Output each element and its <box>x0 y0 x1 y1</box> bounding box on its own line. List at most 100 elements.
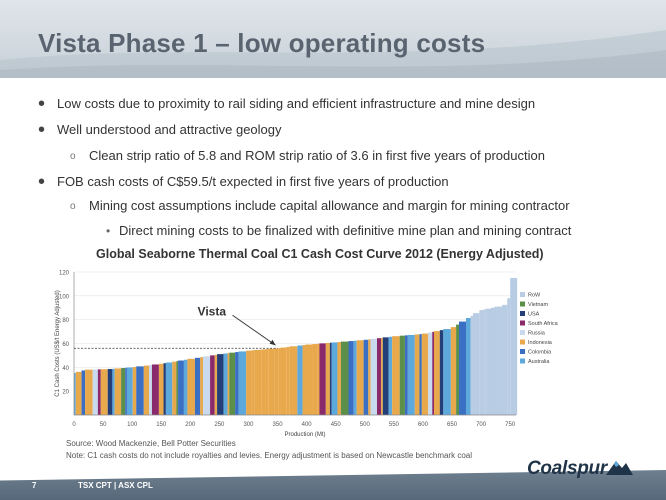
x-tick-label: 50 <box>100 422 107 428</box>
x-tick-label: 200 <box>185 422 196 428</box>
cost-bar <box>325 342 330 415</box>
cost-bar <box>280 347 287 415</box>
ticker-label: TSX CPT | ASX CPL <box>78 481 153 490</box>
x-tick-label: 500 <box>360 422 371 428</box>
cost-bar <box>368 339 371 415</box>
cost-bar <box>210 355 215 415</box>
mountain-logo-icon <box>606 461 633 475</box>
cost-bar <box>85 369 93 415</box>
cost-bar <box>404 335 408 415</box>
x-tick-label: 450 <box>331 422 342 428</box>
cost-bar <box>494 306 503 415</box>
bullet-dot: • <box>38 119 46 141</box>
cost-bar <box>433 331 440 415</box>
bullet-item: Low costs due to proximity to rail sidin… <box>57 96 536 111</box>
footnote: Note: C1 cash costs do not include royal… <box>66 451 472 460</box>
x-tick-label: 600 <box>418 422 429 428</box>
sub-bullet-item: Clean strip ratio of 5.8 and ROM strip r… <box>89 148 545 163</box>
cost-bar <box>414 334 420 415</box>
legend-label: Vietnam <box>528 302 548 308</box>
x-tick-label: 550 <box>389 422 400 428</box>
company-logo-text: Coalspur <box>527 458 607 479</box>
cost-bar <box>227 353 230 415</box>
y-tick-label: 40 <box>62 366 69 372</box>
y-tick-label: 120 <box>59 271 70 277</box>
cost-bar <box>363 339 369 415</box>
cost-bar <box>251 350 255 415</box>
legend-swatch <box>520 339 525 345</box>
cost-bar <box>319 343 326 415</box>
cost-bar <box>112 368 115 415</box>
cost-bar <box>485 308 491 415</box>
cost-bar <box>132 367 137 415</box>
legend-swatch <box>520 358 525 364</box>
legend-label: Indonesia <box>528 340 553 346</box>
cost-bar <box>507 298 511 415</box>
cost-bar <box>172 361 177 415</box>
cost-bar <box>289 346 298 415</box>
chart-title: Global Seaborne Thermal Coal C1 Cash Cos… <box>96 247 544 261</box>
legend-swatch <box>520 349 525 354</box>
x-tick-label: 300 <box>243 422 254 428</box>
legend-swatch <box>520 292 525 297</box>
legend-label: Russia <box>528 331 546 337</box>
x-tick-label: 650 <box>447 422 458 428</box>
x-tick-label: 350 <box>273 422 284 428</box>
cost-curve-chart: 20 40 60 80 100 120 0 50 100 150 200 250 300 350 400 45… <box>55 271 559 439</box>
cost-bar <box>194 357 201 415</box>
cost-bar <box>302 345 306 415</box>
cost-bar <box>428 332 433 415</box>
x-tick-label: 700 <box>476 422 487 428</box>
cost-bar <box>337 342 341 415</box>
cost-bar <box>388 336 393 415</box>
cost-bar <box>305 344 313 415</box>
cost-bar <box>472 313 480 415</box>
cost-bar <box>392 336 400 415</box>
sub-bullet-circle: o <box>70 201 76 212</box>
cost-bar <box>97 369 101 415</box>
x-tick-label: 250 <box>214 422 225 428</box>
cost-bar <box>214 354 218 415</box>
cost-bar <box>456 324 460 415</box>
cost-bar <box>126 367 133 415</box>
cost-bar <box>356 340 364 415</box>
cost-bar <box>121 368 126 415</box>
header-decoration <box>0 30 666 78</box>
cost-bar <box>439 330 444 415</box>
cost-bar <box>238 351 247 415</box>
x-tick-label: 750 <box>505 422 516 428</box>
cost-bar <box>100 369 108 415</box>
cost-bar <box>274 348 279 415</box>
vista-annotation: Vista <box>198 304 227 318</box>
cost-bar <box>163 363 166 415</box>
cost-bar <box>165 362 173 415</box>
legend-label: Australia <box>528 359 550 365</box>
sub-sub-bullet-dot: • <box>106 224 111 238</box>
cost-bar <box>75 371 82 415</box>
cost-bar <box>176 361 179 415</box>
sub-bullet-item: Mining cost assumptions include capital … <box>89 198 570 213</box>
cost-bar <box>407 334 415 415</box>
vista-arrow-head <box>269 339 276 346</box>
cost-bar <box>158 363 164 415</box>
cost-bar <box>465 317 471 415</box>
cost-bar <box>382 337 389 415</box>
cost-bar <box>297 345 303 415</box>
cost-bar <box>459 321 466 415</box>
cost-bar <box>74 373 76 415</box>
source-note: Source: Wood Mackenzie, Bell Potter Secu… <box>66 439 236 448</box>
cost-bar <box>151 364 159 415</box>
bullet-item: Well understood and attractive geology <box>57 122 282 137</box>
cost-bar <box>479 310 484 415</box>
cost-bar <box>223 353 228 415</box>
cost-bar <box>377 338 382 415</box>
cost-bar <box>265 349 269 415</box>
cost-bar <box>329 342 332 415</box>
cost-bar <box>419 334 422 415</box>
cost-bar <box>200 357 204 415</box>
cost-bar <box>261 349 266 415</box>
cost-bar <box>268 348 275 415</box>
cost-bar <box>149 365 152 415</box>
legend-swatch <box>520 311 525 316</box>
vista-arrow-line <box>232 314 276 346</box>
